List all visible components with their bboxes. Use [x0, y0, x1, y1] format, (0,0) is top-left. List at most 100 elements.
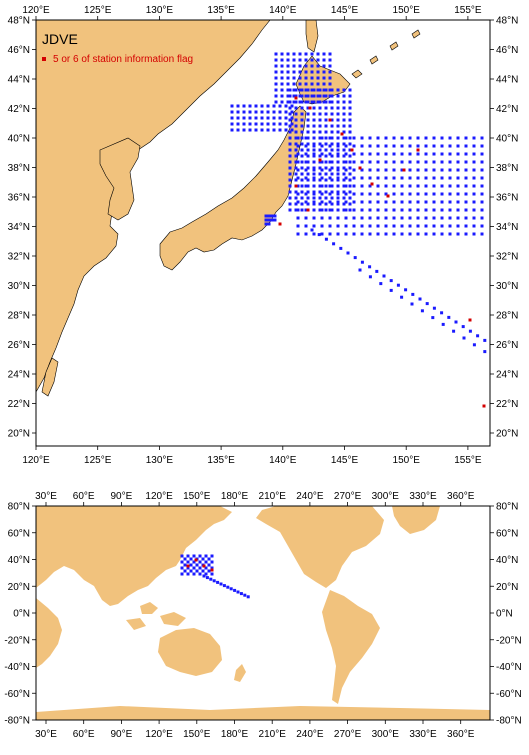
station-marker	[461, 325, 465, 329]
station-marker	[392, 184, 396, 188]
station-marker	[324, 196, 328, 200]
station-marker	[320, 160, 324, 164]
station-marker	[248, 104, 252, 108]
global-station-marker	[229, 587, 233, 591]
station-marker	[312, 216, 316, 220]
station-marker	[304, 136, 308, 140]
station-marker	[324, 118, 328, 122]
station-marker	[322, 76, 326, 80]
global-lat-label-left: 0°N	[13, 609, 30, 620]
flagged-station-marker	[358, 166, 362, 170]
station-marker	[318, 118, 322, 122]
global-station-marker	[195, 569, 199, 573]
station-marker	[304, 200, 308, 204]
station-marker	[336, 168, 340, 172]
regional-lon-label-bottom: 135°E	[207, 455, 235, 466]
japan-honshu	[159, 105, 307, 271]
eurasia	[36, 506, 232, 606]
station-marker	[310, 82, 314, 86]
global-station-marker	[201, 569, 205, 573]
regional-lat-label-right: 34°N	[496, 222, 518, 233]
station-marker	[332, 242, 336, 246]
station-marker	[376, 160, 380, 164]
station-marker	[336, 148, 340, 152]
station-marker	[304, 58, 308, 62]
station-marker	[322, 70, 326, 74]
global-station-marker	[186, 566, 190, 570]
station-marker	[248, 116, 252, 120]
station-marker	[328, 232, 332, 236]
australia	[158, 628, 222, 676]
station-marker	[236, 128, 240, 132]
station-marker	[472, 176, 476, 180]
station-marker	[274, 52, 278, 56]
station-marker	[242, 122, 246, 126]
station-marker	[375, 269, 379, 273]
station-marker	[288, 178, 292, 182]
station-marker	[392, 200, 396, 204]
station-marker	[416, 160, 420, 164]
station-marker	[324, 124, 328, 128]
regional-lat-label-left: 36°N	[8, 193, 30, 204]
regional-lon-label-bottom: 130°E	[146, 455, 174, 466]
station-marker	[267, 214, 271, 218]
station-marker	[360, 184, 364, 188]
station-marker	[286, 64, 290, 68]
global-lon-label-top: 210°E	[259, 491, 287, 502]
station-marker	[342, 106, 346, 110]
station-marker	[480, 224, 484, 228]
regional-lon-label-bottom: 120°E	[22, 455, 50, 466]
global-station-marker	[198, 554, 202, 558]
station-marker	[306, 196, 310, 200]
global-station-marker	[198, 560, 202, 564]
station-marker	[312, 112, 316, 116]
station-marker	[392, 192, 396, 196]
station-marker	[424, 208, 428, 212]
station-marker	[400, 184, 404, 188]
station-marker	[342, 118, 346, 122]
regional-lat-label-left: 26°N	[8, 340, 30, 351]
station-marker	[316, 88, 320, 92]
regional-lat-label-right: 20°N	[496, 429, 518, 440]
global-lat-label-right: -40°N	[496, 662, 522, 673]
station-marker	[448, 144, 452, 148]
station-marker	[392, 168, 396, 172]
station-marker	[270, 218, 274, 222]
station-marker	[452, 329, 456, 333]
station-marker	[472, 152, 476, 156]
station-marker	[306, 148, 310, 152]
station-marker	[292, 82, 296, 86]
global-lon-label-top: 120°E	[145, 491, 173, 502]
station-marker	[272, 110, 276, 114]
station-marker	[440, 136, 444, 140]
station-marker	[296, 192, 300, 196]
station-marker	[296, 208, 300, 212]
station-marker	[288, 118, 292, 122]
station-marker	[288, 94, 292, 98]
station-marker	[306, 130, 310, 134]
station-marker	[312, 172, 316, 176]
station-marker	[336, 216, 340, 220]
station-marker	[480, 136, 484, 140]
global-station-marker	[222, 584, 226, 588]
station-marker	[348, 88, 352, 92]
station-marker	[316, 70, 320, 74]
station-marker	[440, 144, 444, 148]
station-marker	[348, 202, 352, 206]
station-marker	[242, 128, 246, 132]
station-marker	[456, 136, 460, 140]
station-marker	[464, 144, 468, 148]
station-marker	[304, 64, 308, 68]
station-marker	[336, 136, 340, 140]
regional-lat-label-left: 28°N	[8, 311, 30, 322]
global-lon-label-top: 360°E	[447, 491, 475, 502]
station-marker	[280, 94, 284, 98]
station-marker	[328, 100, 332, 104]
station-marker	[328, 216, 332, 220]
station-marker	[318, 196, 322, 200]
global-lon-label-bottom: 210°E	[259, 729, 287, 740]
new-zealand	[234, 664, 246, 682]
station-marker	[336, 176, 340, 180]
regional-lat-label-left: 42°N	[8, 104, 30, 115]
